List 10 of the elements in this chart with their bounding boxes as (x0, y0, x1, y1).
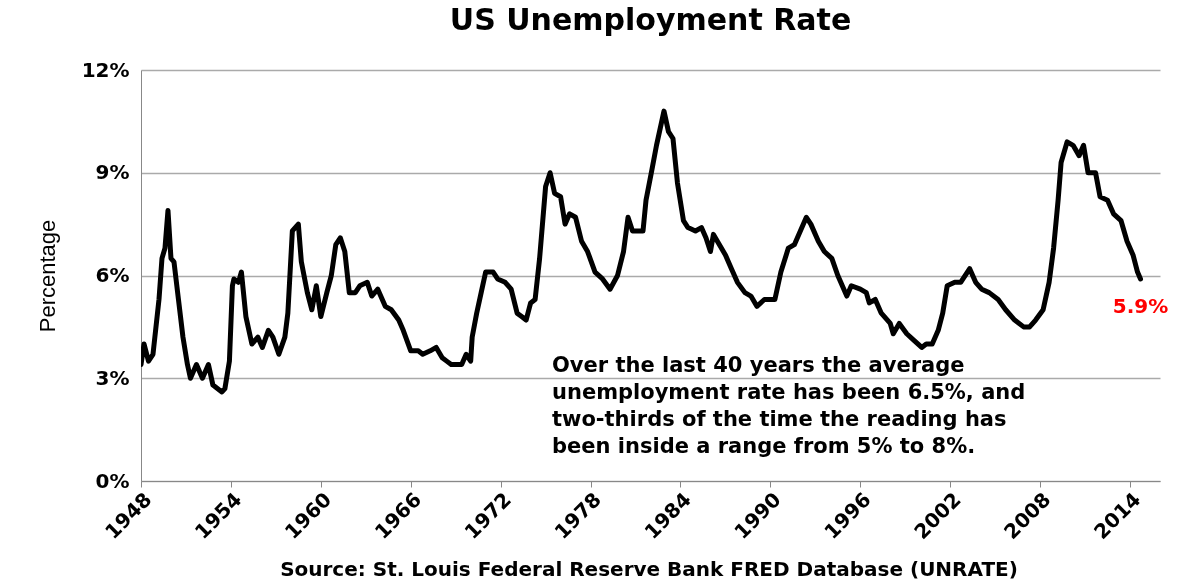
annotation: Over the last 40 years the average unemployment rate has been 6.5%, and two-thirds of the time the reading has been inside a range from 5% to 8%. (552, 353, 1026, 458)
y-axis-title: Percentage (34, 219, 60, 333)
y-tick-label: 12% (81, 57, 130, 82)
y-tick-label: 0% (95, 468, 130, 493)
y-tick-label: 9% (95, 160, 130, 185)
source-note: Source: St. Louis Federal Reserve Bank FRED Database (UNRATE) (280, 557, 1018, 581)
chart-title: US Unemployment Rate (449, 2, 852, 37)
y-tick-label: 6% (95, 263, 130, 287)
annotation: 5.9% (1112, 293, 1169, 318)
y-tick-label: 3% (95, 365, 130, 390)
